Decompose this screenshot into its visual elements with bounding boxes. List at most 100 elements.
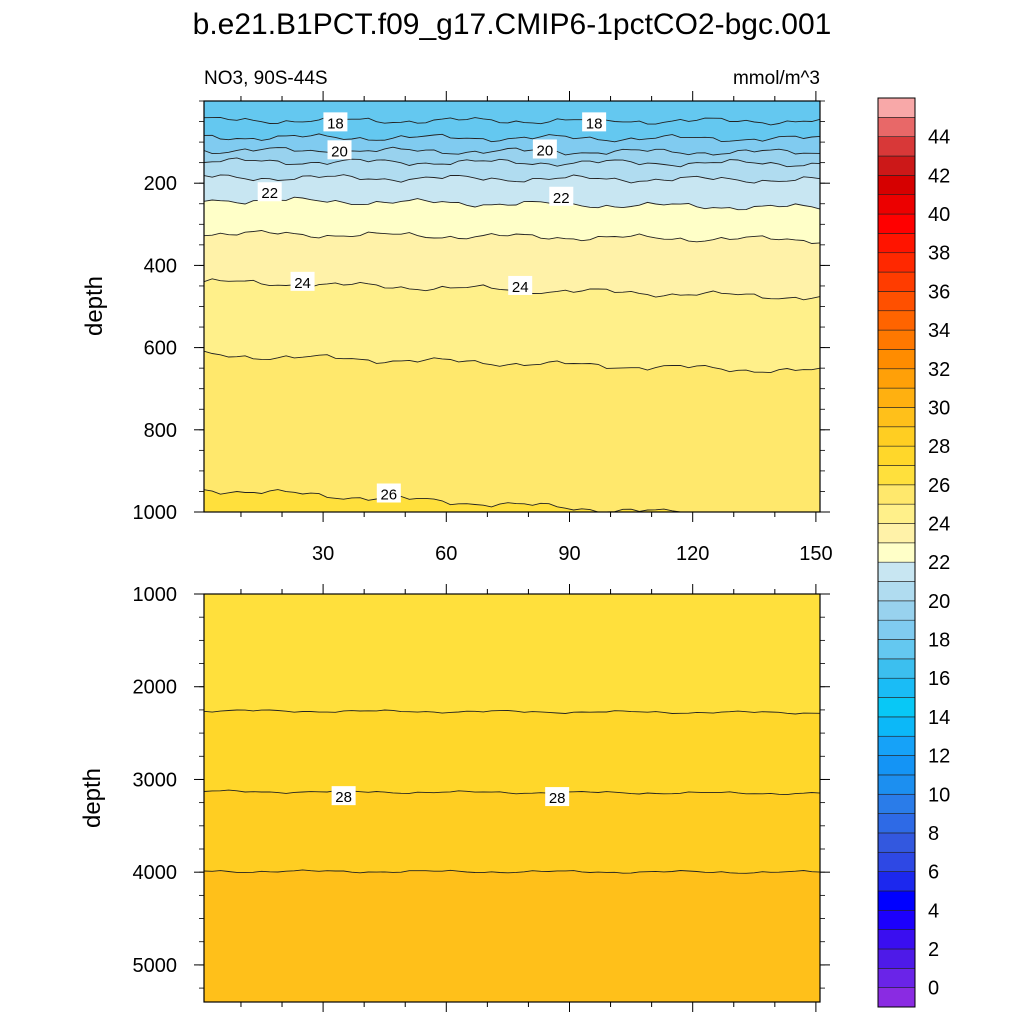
colorbar-tick-label: 14 (928, 707, 950, 729)
colorbar-tick-label: 6 (928, 862, 939, 884)
colorbar-bin (877, 97, 916, 118)
colorbar-bin (877, 349, 916, 370)
colorbar-bin (877, 755, 916, 776)
colorbar: 0246810121416182022242628303234363840424… (877, 97, 950, 1008)
colorbar-bin (877, 890, 916, 911)
contour-line-21 (203, 174, 821, 184)
y-tick-label: 3000 (133, 769, 178, 791)
contour-line-25 (203, 350, 821, 374)
colorbar-bin (877, 155, 916, 176)
colorbar-tick-label: 4 (928, 900, 939, 922)
contour-band-25 (204, 351, 820, 512)
colorbar-bin (877, 561, 916, 582)
colorbar-bin (877, 581, 916, 602)
contour-line-22 (203, 196, 821, 211)
colorbar-tick-label: 42 (928, 165, 950, 187)
colorbar-bin (877, 619, 916, 640)
upper-y-axis-label: depth (81, 276, 108, 336)
colorbar-bin (877, 639, 916, 660)
colorbar-bin (877, 658, 916, 679)
colorbar-bin (877, 368, 916, 389)
colorbar-bin (877, 716, 916, 737)
contour-label-box (290, 271, 315, 291)
y-tick-label: 1000 (133, 502, 178, 524)
contour-line-23 (203, 230, 821, 244)
contour-label: 28 (549, 790, 566, 807)
contour-label: 18 (586, 115, 603, 132)
colorbar-tick-label: 2 (928, 939, 939, 961)
contour-label-box (257, 182, 282, 202)
contour-line-20 (203, 157, 821, 168)
upper-panel: 18 18 20 20 22 22 24 24 26 200 400 600 800 1000 30 60 90… (133, 91, 833, 565)
contour-line-19 (203, 146, 821, 156)
colorbar-bin (877, 948, 916, 969)
contour-line-27 (203, 709, 821, 715)
colorbar-bin (877, 871, 916, 892)
contour-label: 24 (294, 275, 311, 292)
contour-label-box (532, 139, 557, 159)
colorbar-bin (877, 291, 916, 312)
units-label: mmol/m^3 (733, 68, 820, 89)
colorbar-tick-label: 8 (928, 823, 939, 845)
colorbar-bin (877, 600, 916, 621)
colorbar-bin (877, 851, 916, 872)
contour-line-17 (203, 116, 821, 126)
y-tick-label: 200 (144, 173, 177, 195)
colorbar-bin (877, 387, 916, 408)
colorbar-bin (877, 445, 916, 466)
x-tick-label: 60 (435, 543, 457, 565)
colorbar-bin (877, 310, 916, 331)
colorbar-bin (877, 194, 916, 215)
contour-label: 22 (261, 185, 278, 202)
contour-label: 18 (327, 115, 344, 132)
colorbar-bin (877, 735, 916, 756)
colorbar-bin (877, 426, 916, 447)
colorbar-bin (877, 793, 916, 814)
colorbar-bin (877, 774, 916, 795)
y-tick-label: 5000 (133, 955, 178, 977)
colorbar-bin (877, 542, 916, 563)
lower-frame (203, 593, 821, 1003)
contour-band-29 (204, 869, 820, 1002)
colorbar-tick-label: 32 (928, 359, 950, 381)
contour-label: 26 (380, 487, 397, 504)
colorbar-tick-label: 10 (928, 784, 950, 806)
contour-label: 28 (335, 789, 352, 806)
y-tick-label: 4000 (133, 862, 178, 884)
contour-line-28 (203, 789, 821, 796)
colorbar-tick-label: 12 (928, 746, 950, 768)
colorbar-bin (877, 136, 916, 157)
y-tick-label: 1000 (133, 584, 178, 606)
colorbar-tick-label: 18 (928, 630, 950, 652)
colorbar-bin (877, 929, 916, 950)
colorbar-tick-label: 24 (928, 513, 950, 535)
colorbar-bin (877, 117, 916, 137)
x-tick-label: 90 (558, 543, 580, 565)
contour-label-box (545, 787, 570, 807)
colorbar-tick-label: 44 (928, 127, 950, 149)
contour-label-box (508, 275, 533, 295)
colorbar-bin (877, 233, 916, 254)
colorbar-bin (877, 677, 916, 698)
contour-label-box (327, 140, 352, 160)
colorbar-tick-label: 38 (928, 243, 950, 265)
colorbar-bin (877, 271, 916, 292)
colorbar-bin (877, 484, 916, 505)
contour-band-26 (204, 489, 820, 512)
colorbar-bin (877, 329, 916, 350)
y-tick-label: 600 (144, 338, 177, 360)
colorbar-bin (877, 987, 916, 1008)
contour-label-box (331, 786, 356, 806)
region-subtitle: NO3, 90S-44S (204, 68, 328, 89)
colorbar-tick-label: 26 (928, 475, 950, 497)
colorbar-tick-label: 40 (928, 204, 950, 226)
colorbar-frame (877, 97, 916, 1008)
x-tick-label: 30 (312, 543, 334, 565)
colorbar-bin (877, 503, 916, 524)
colorbar-bin (877, 252, 916, 273)
x-tick-label: 120 (676, 543, 709, 565)
y-tick-label: 2000 (133, 677, 178, 699)
contour-line-18 (203, 133, 821, 143)
